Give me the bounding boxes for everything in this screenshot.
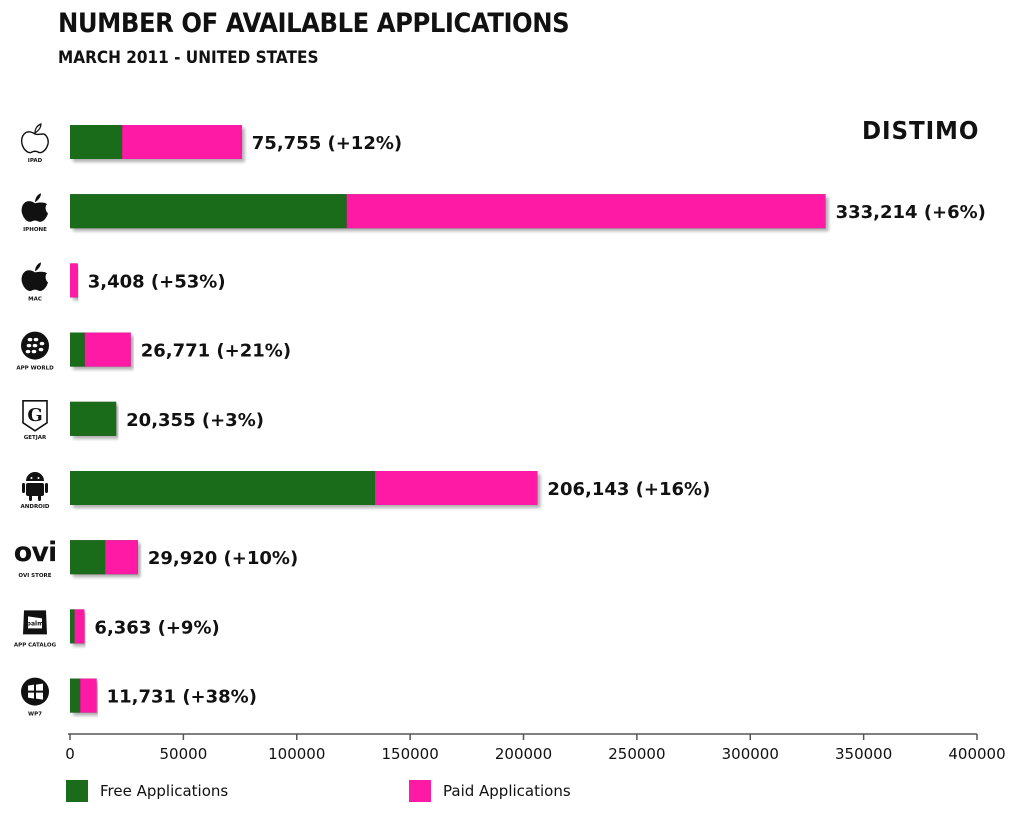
legend-swatch-paid [409, 780, 431, 802]
value-label-getjar: 20,355 (+3%) [126, 410, 264, 431]
x-tick-label: 0 [65, 745, 75, 763]
ovi-icon: ovi [14, 537, 57, 568]
category-label-getjar: GETJAR [24, 435, 47, 441]
legend-item-paid: Paid Applications [409, 780, 571, 802]
bar-free-ovi-store [70, 540, 106, 575]
category-label-app-world: APP WORLD [16, 366, 54, 372]
value-label-mac: 3,408 (+53%) [88, 271, 226, 292]
palm-icon: palm [23, 610, 47, 635]
bar-paid-wp7 [80, 678, 97, 713]
x-tick-label: 150000 [381, 745, 438, 763]
bar-free-iphone [70, 194, 347, 229]
bar-paid-iphone [346, 194, 826, 229]
windows-icon [21, 677, 49, 706]
legend-label-paid: Paid Applications [443, 782, 571, 800]
bar-free-ipad [70, 125, 123, 159]
apple-icon [21, 262, 48, 292]
bar-free-wp7 [70, 678, 81, 713]
x-tick-label: 50000 [160, 745, 208, 763]
bar-free-app-catalog [70, 609, 75, 644]
category-label-iphone: IPHONE [23, 227, 47, 233]
value-label-app-world: 26,771 (+21%) [141, 341, 291, 362]
legend-item-free: Free Applications [66, 780, 228, 802]
bar-free-getjar [70, 401, 117, 436]
chart-subtitle: MARCH 2011 - UNITED STATES [58, 48, 319, 68]
x-tick-label: 300000 [722, 745, 779, 763]
category-label-mac: MAC [28, 296, 42, 302]
bar-free-app-world [70, 332, 85, 367]
apple-outline-icon [20, 123, 49, 154]
value-label-ipad: 75,755 (+12%) [252, 133, 402, 154]
x-tick-label: 400000 [948, 745, 1005, 763]
chart-title: NUMBER OF AVAILABLE APPLICATIONS [58, 8, 570, 39]
svg-text:G: G [27, 405, 42, 426]
bar-paid-ipad [122, 125, 242, 159]
getjar-icon: G [22, 399, 48, 432]
blackberry-icon [21, 331, 49, 360]
bar-paid-android [374, 471, 538, 505]
x-tick-label: 200000 [495, 745, 552, 763]
value-label-wp7: 11,731 (+38%) [107, 687, 257, 708]
apple-icon [21, 193, 48, 222]
svg-text:palm: palm [27, 620, 44, 627]
value-label-iphone: 333,214 (+6%) [836, 202, 986, 223]
x-tick-label: 250000 [608, 745, 665, 763]
value-label-ovi-store: 29,920 (+10%) [148, 548, 298, 569]
x-tick-label: 100000 [268, 745, 325, 763]
category-label-wp7: WP7 [28, 712, 42, 718]
bar-paid-app-catalog [74, 609, 85, 644]
category-label-ovi-store: OVI STORE [18, 573, 51, 579]
android-icon [22, 472, 48, 501]
bar-paid-app-world [84, 332, 131, 367]
svg-text:ovi: ovi [14, 537, 56, 568]
x-tick-label: 350000 [835, 745, 892, 763]
value-label-app-catalog: 6,363 (+9%) [94, 617, 219, 638]
bar-paid-ovi-store [105, 540, 138, 575]
value-label-android: 206,143 (+16%) [547, 479, 710, 500]
bar-free-android [70, 471, 375, 505]
bar-paid-mac [70, 263, 78, 298]
legend-label-free: Free Applications [100, 782, 229, 800]
category-label-app-catalog: APP CATALOG [14, 642, 57, 648]
category-label-android: ANDROID [21, 504, 50, 510]
distimo-logo: DISTIMO [862, 116, 980, 145]
legend-swatch-free [66, 780, 88, 802]
category-label-ipad: IPAD [28, 158, 43, 164]
